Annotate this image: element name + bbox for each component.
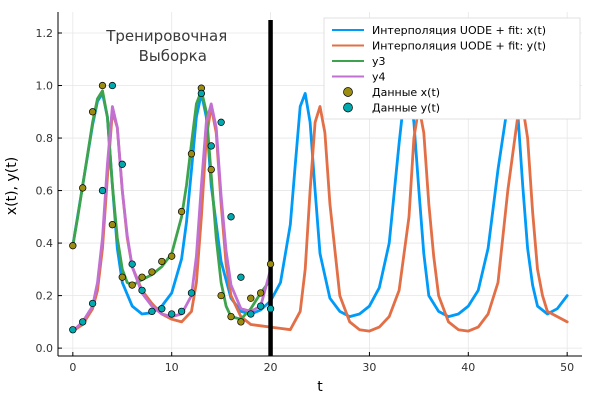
- data-point-5: [168, 252, 176, 260]
- data-point-6: [88, 299, 97, 308]
- data-point-5: [148, 268, 156, 276]
- data-point-6: [108, 81, 117, 90]
- legend: Интерполяция UODE + fit: x(t) Интерполяци…: [323, 17, 581, 120]
- series-line-3: [71, 89, 272, 321]
- data-point-6: [138, 286, 146, 295]
- legend-entry-label: y3: [372, 55, 386, 68]
- data-point-6: [158, 305, 166, 313]
- y-axis-label: x(t), y(t): [4, 157, 20, 215]
- legend-entry-label: Данные y(t): [372, 102, 440, 115]
- legend-box: [323, 17, 581, 120]
- data-point-5: [217, 291, 225, 300]
- data-point-5: [227, 312, 235, 321]
- data-point-5: [69, 242, 77, 250]
- data-point-6: [69, 326, 77, 334]
- data-point-6: [266, 305, 275, 313]
- plot-area: [69, 20, 569, 356]
- data-point-5: [158, 257, 166, 266]
- x-tick-label: 20: [264, 361, 278, 374]
- y-tick-label: 0.0: [36, 342, 54, 355]
- x-tick-label: 0: [69, 361, 76, 374]
- data-point-6: [148, 307, 156, 316]
- legend-entry-label: Данные x(t): [372, 86, 440, 99]
- y-tick-label: 1.0: [36, 80, 54, 93]
- data-point-5: [98, 81, 107, 90]
- data-point-5: [128, 281, 136, 289]
- data-point-6: [118, 160, 126, 168]
- legend-entry-label: Интерполяция UODE + fit: x(t): [372, 24, 546, 37]
- data-point-6: [237, 273, 245, 281]
- data-point-6: [128, 260, 136, 268]
- legend-entry-label: y4: [372, 71, 386, 84]
- data-point-6: [257, 302, 265, 310]
- data-point-6: [79, 318, 87, 326]
- data-point-6: [227, 213, 235, 221]
- data-point-5: [247, 294, 255, 302]
- x-tick-label: 10: [165, 361, 179, 374]
- data-point-5: [177, 207, 186, 216]
- y-tick-label: 0.4: [36, 237, 54, 250]
- data-point-5: [108, 221, 117, 229]
- data-point-5: [257, 289, 265, 297]
- y-tick-label: 0.8: [36, 132, 54, 145]
- data-point-6: [217, 118, 225, 126]
- data-point-5: [138, 273, 146, 281]
- x-tick-label: 50: [560, 361, 574, 374]
- annotation-line-1: Тренировочная: [105, 27, 227, 45]
- data-point-6: [197, 89, 206, 98]
- data-point-5: [88, 108, 97, 116]
- y-tick-label: 0.6: [36, 185, 54, 198]
- data-point-6: [177, 307, 186, 316]
- x-tick-label: 40: [461, 361, 475, 374]
- data-point-6: [168, 310, 176, 318]
- legend-marker-swatch: [343, 87, 353, 97]
- data-point-5: [266, 260, 275, 268]
- y-tick-label: 1.2: [36, 27, 54, 40]
- data-point-5: [207, 165, 215, 174]
- annotation-line-2: Выборка: [139, 47, 207, 65]
- data-point-5: [79, 184, 87, 192]
- data-point-5: [237, 318, 245, 326]
- legend-entry-label: Интерполяция UODE + fit: y(t): [372, 40, 546, 53]
- x-axis-label: t: [317, 379, 323, 395]
- data-point-6: [207, 142, 215, 150]
- y-tick-label: 0.2: [36, 290, 54, 303]
- legend-marker-swatch: [343, 102, 353, 113]
- x-tick-label: 30: [362, 361, 376, 374]
- data-point-5: [118, 273, 126, 281]
- data-point-5: [187, 150, 196, 158]
- annotations: Тренировочная Выборка: [105, 27, 227, 65]
- data-point-6: [98, 186, 107, 195]
- data-point-6: [187, 289, 196, 297]
- data-point-6: [247, 310, 255, 318]
